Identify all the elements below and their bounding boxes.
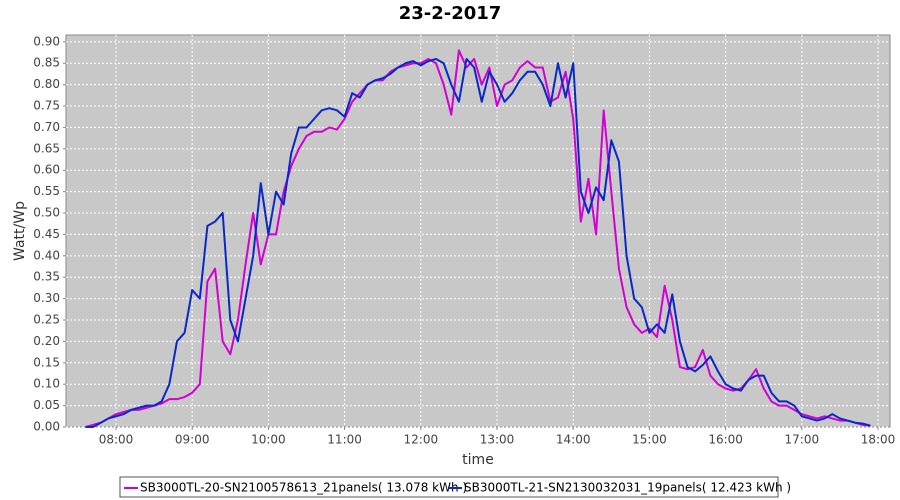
y-tick-label: 0.60 (33, 163, 60, 177)
y-tick-label: 0.85 (33, 56, 60, 70)
y-tick-label: 0.05 (33, 398, 60, 412)
y-tick-label: 0.70 (33, 120, 60, 134)
y-tick-label: 0.40 (33, 248, 60, 262)
y-tick-label: 0.10 (33, 377, 60, 391)
y-tick-label: 0.15 (33, 355, 60, 369)
plot-area (65, 34, 891, 428)
x-tick-label: 16:00 (708, 433, 743, 447)
x-tick-label: 14:00 (556, 433, 591, 447)
legend-text: SB3000TL-21-SN2130032031_19panels( 12.42… (464, 481, 791, 495)
x-tick-label: 15:00 (632, 433, 667, 447)
y-tick-label: 0.25 (33, 313, 60, 327)
x-tick-label: 10:00 (251, 433, 286, 447)
y-tick-label: 0.50 (33, 206, 60, 220)
x-tick-label: 18:00 (861, 433, 896, 447)
x-tick-label: 12:00 (404, 433, 439, 447)
y-tick-label: 0.20 (33, 334, 60, 348)
y-tick-label: 0.75 (33, 99, 60, 113)
x-tick-label: 09:00 (175, 433, 210, 447)
x-tick-label: 11:00 (327, 433, 362, 447)
y-axis-label: Watt/Wp (12, 201, 28, 261)
series-line (85, 49, 871, 428)
y-tick-label: 0.55 (33, 184, 60, 198)
y-tick-label: 0.00 (33, 420, 60, 434)
y-tick-label: 0.80 (33, 77, 60, 91)
legend-text: SB3000TL-20-SN2100578613_21panels( 13.07… (140, 481, 467, 495)
y-tick-label: 0.45 (33, 227, 60, 241)
y-tick-label: 0.35 (33, 270, 60, 284)
y-tick-label: 0.65 (33, 141, 60, 155)
x-tick-label: 17:00 (785, 433, 820, 447)
x-axis-label: time (462, 452, 494, 468)
y-tick-label: 0.90 (33, 34, 60, 48)
x-tick-label: 13:00 (480, 433, 515, 447)
series-line (85, 57, 871, 428)
y-tick-label: 0.30 (33, 291, 60, 305)
chart-title: 23-2-2017 (399, 3, 502, 24)
x-tick-label: 08:00 (99, 433, 134, 447)
